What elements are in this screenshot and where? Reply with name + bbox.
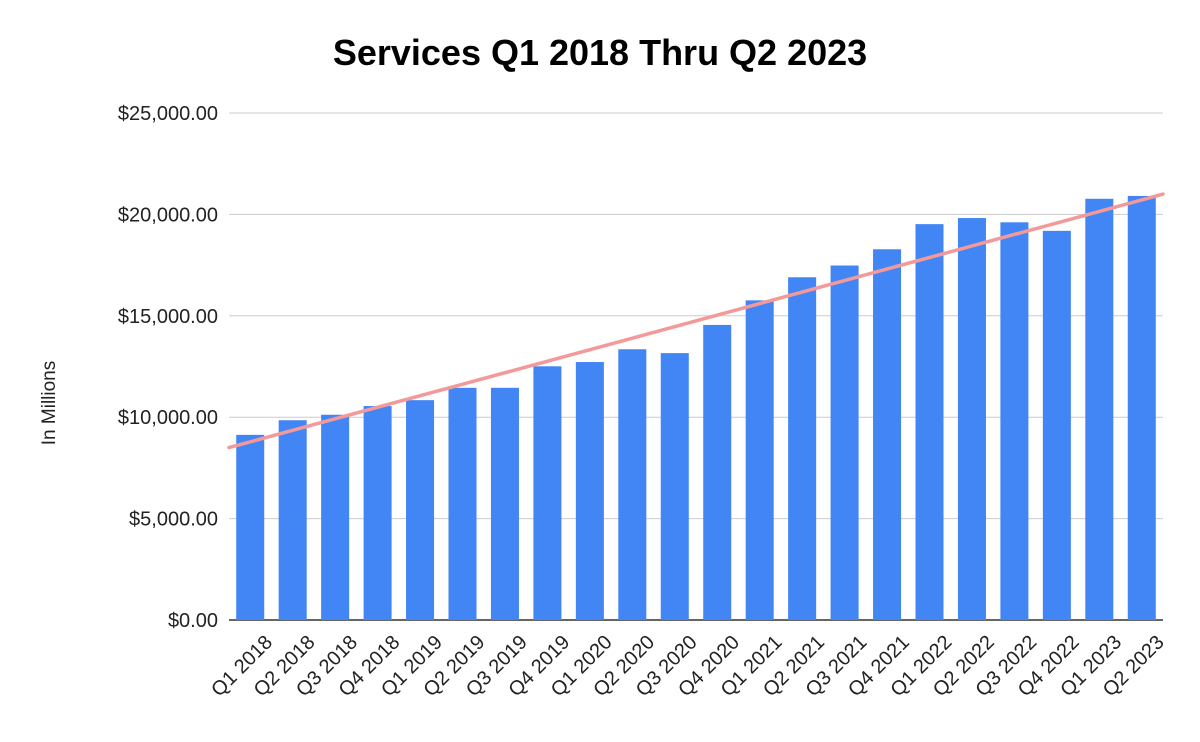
- bar: [745, 300, 774, 620]
- bar: [533, 366, 562, 620]
- chart-title: Services Q1 2018 Thru Q2 2023: [332, 32, 868, 73]
- bars: [236, 195, 1156, 621]
- bar: [703, 324, 732, 620]
- bar: [363, 406, 392, 620]
- y-tick-label: $5,000.00: [129, 509, 218, 531]
- bar: [575, 362, 604, 620]
- y-tick-label: $15,000.00: [118, 306, 218, 328]
- bar: [236, 434, 265, 620]
- y-tick-label: $25,000.00: [118, 103, 218, 125]
- bar: [406, 400, 435, 620]
- bar: [1127, 195, 1156, 621]
- bar: [1042, 230, 1071, 621]
- bar: [873, 249, 902, 620]
- bar: [915, 224, 944, 620]
- bar: [660, 353, 689, 620]
- bar: [490, 387, 519, 620]
- y-tick-label: $0.00: [168, 610, 218, 632]
- bar: [830, 265, 859, 620]
- trendline: [227, 192, 1165, 450]
- bar: [618, 349, 647, 620]
- y-axis-label: In Millions: [39, 361, 60, 445]
- bar: [788, 277, 817, 620]
- y-tick-label: $20,000.00: [118, 204, 218, 226]
- bar: [448, 387, 477, 620]
- bar: [1085, 198, 1114, 620]
- bar: [321, 414, 350, 620]
- y-axis-ticks: $0.00 $5,000.00 $10,000.00 $15,000.00 $20,00…: [118, 103, 218, 632]
- bar: [957, 218, 986, 620]
- y-tick-label: $10,000.00: [118, 407, 218, 429]
- bar: [278, 420, 307, 620]
- bar: [1000, 222, 1029, 620]
- trendline-group: [227, 192, 1165, 450]
